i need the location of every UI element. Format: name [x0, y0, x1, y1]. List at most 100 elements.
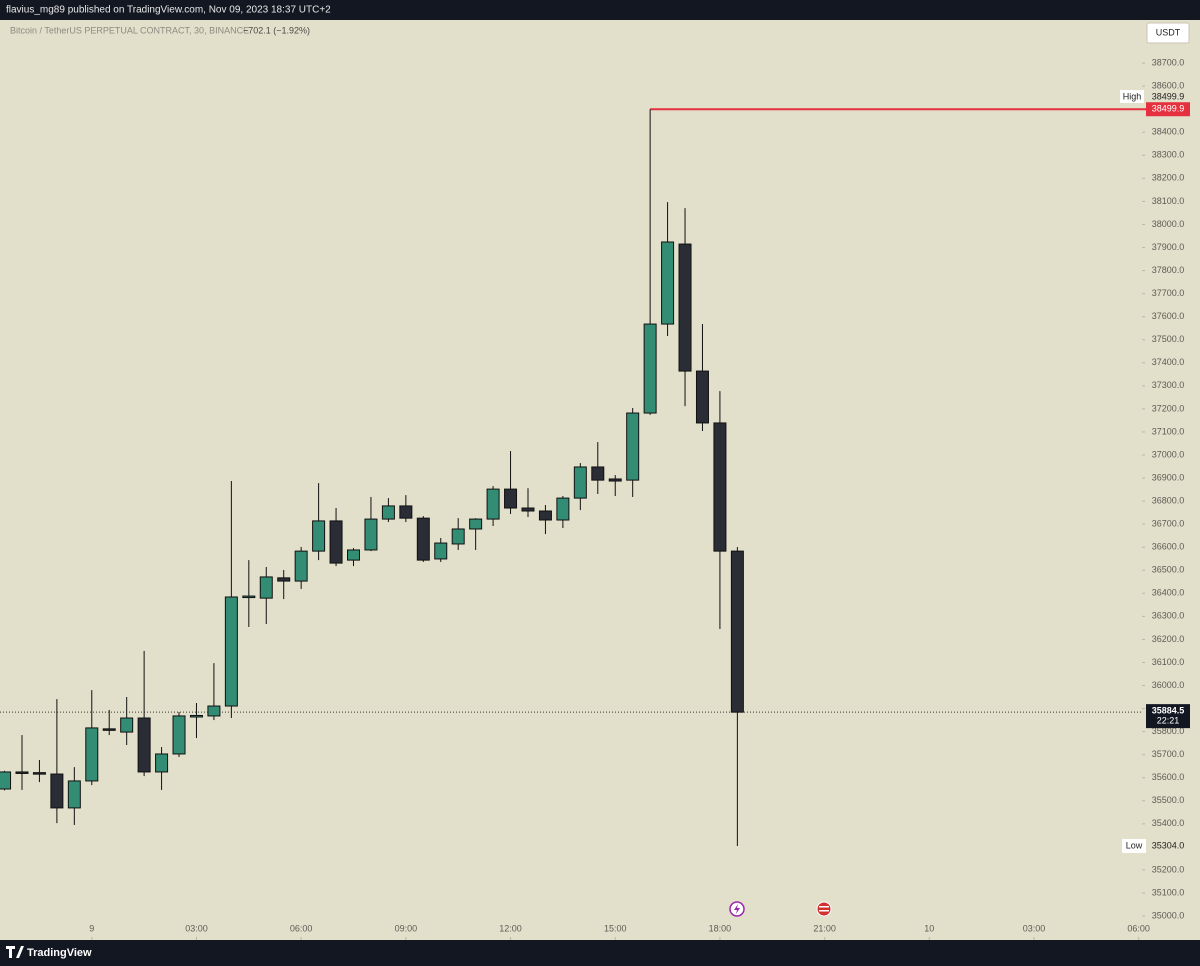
y-tick-label: 35800.0 — [1152, 726, 1185, 736]
currency[interactable]: USDT — [1156, 27, 1181, 37]
y-tick-label: 37800.0 — [1152, 265, 1185, 275]
y-tick-label: 35200.0 — [1152, 864, 1185, 874]
y-tick-label: 37400.0 — [1152, 357, 1185, 367]
high-label-box — [1120, 90, 1144, 103]
low-label: Low — [1126, 840, 1143, 850]
economic-event-icon[interactable] — [816, 901, 832, 917]
high-label: High — [1123, 91, 1142, 101]
y-tick-label: 37900.0 — [1152, 242, 1185, 252]
y-tick-label: 36100.0 — [1152, 657, 1185, 667]
candle-body — [556, 497, 570, 521]
brand: TradingView — [27, 947, 92, 959]
y-tick-label: 37500.0 — [1152, 334, 1185, 344]
y-tick-label: 36000.0 — [1152, 680, 1185, 690]
x-tick-label: 10 — [924, 923, 934, 933]
flag-stripe — [819, 910, 829, 912]
event-icons — [729, 901, 832, 917]
y-tick-label: 37700.0 — [1152, 288, 1185, 298]
y-tick-label: 37200.0 — [1152, 403, 1185, 413]
candle-body — [15, 771, 29, 774]
y-tick-label: 36700.0 — [1152, 519, 1185, 529]
x-tick-label: 03:00 — [185, 923, 208, 933]
flag-stripe — [819, 906, 829, 908]
candle-body — [451, 528, 465, 545]
candle-body — [573, 466, 587, 499]
candle-body — [50, 773, 64, 809]
candle-body — [486, 488, 500, 520]
candle-body — [277, 577, 291, 582]
candle-body — [695, 370, 709, 424]
y-tick-label: 35700.0 — [1152, 749, 1185, 759]
y-tick-label: 36500.0 — [1152, 565, 1185, 575]
low-value: 35304.0 — [1152, 840, 1185, 850]
candle-body — [32, 772, 46, 775]
candle-body — [224, 596, 238, 707]
candle-body — [294, 550, 308, 582]
candle-body — [102, 728, 116, 731]
candle-body — [312, 520, 326, 552]
candle-body — [172, 715, 186, 755]
candle-body — [416, 517, 430, 561]
y-tick-label: 38300.0 — [1152, 150, 1185, 160]
y-tick-label: 37100.0 — [1152, 426, 1185, 436]
candle-body — [189, 714, 203, 718]
x-tick-label: 21:00 — [813, 923, 836, 933]
candle-body — [0, 771, 12, 790]
candle-body — [626, 412, 640, 481]
candle-body — [678, 243, 692, 372]
y-tick-label: 36800.0 — [1152, 495, 1185, 505]
candle-body — [538, 510, 552, 521]
candle-body — [329, 520, 343, 564]
candle-body — [608, 478, 622, 482]
candle-body — [504, 488, 518, 509]
low-label-box — [1122, 838, 1146, 853]
low-value-box — [1147, 838, 1190, 853]
candle-body — [242, 595, 256, 599]
candle-body — [207, 705, 221, 717]
y-tick-label: 38700.0 — [1152, 57, 1185, 67]
symbol-title: Bitcoin / TetherUS PERPETUAL CONTRACT, 3… — [10, 25, 249, 35]
candle-body — [85, 727, 99, 782]
last-price-label: 35884.5 — [1152, 706, 1185, 716]
candle-body — [713, 422, 727, 552]
candle-body — [661, 241, 675, 325]
y-tick-label: 35000.0 — [1152, 910, 1185, 920]
y-tick-label: 37000.0 — [1152, 449, 1185, 459]
x-tick-label: 06:00 — [1127, 923, 1150, 933]
header-bar — [0, 0, 1200, 20]
y-tick-label: 37600.0 — [1152, 311, 1185, 321]
candle-body — [730, 550, 744, 713]
x-tick-label: 06:00 — [290, 923, 313, 933]
y-tick-label: 36600.0 — [1152, 542, 1185, 552]
plot: 35000.035100.035200.035300.035400.035500… — [0, 57, 1190, 940]
x-tick-label: 12:00 — [499, 923, 522, 933]
y-tick-label: 35400.0 — [1152, 818, 1185, 828]
y-tick-label: 35500.0 — [1152, 795, 1185, 805]
candle-body — [259, 576, 273, 599]
y-tick-label: 38600.0 — [1152, 81, 1185, 91]
countdown-label: 22:21 — [1157, 716, 1180, 726]
footer-bar — [0, 940, 1200, 966]
last-price-tag — [1146, 704, 1190, 729]
y-tick-label: 38100.0 — [1152, 196, 1185, 206]
x-tick-label: 03:00 — [1023, 923, 1046, 933]
publisher: flavius_mg89 published on TradingView.co… — [6, 5, 331, 16]
y-tick-label: 36900.0 — [1152, 472, 1185, 482]
high-price-tag — [1146, 102, 1190, 117]
candle-body — [643, 323, 657, 414]
candle-body — [521, 507, 535, 512]
y-tick-label: 36400.0 — [1152, 588, 1185, 598]
candle-body — [434, 542, 448, 560]
x-tick-label: 18:00 — [709, 923, 732, 933]
y-tick-label: 37300.0 — [1152, 380, 1185, 390]
candle-body — [591, 466, 605, 481]
candle-body — [469, 518, 483, 530]
y-tick-label: 36200.0 — [1152, 634, 1185, 644]
y-tick-label: 38000.0 — [1152, 219, 1185, 229]
currency-button[interactable] — [1146, 22, 1190, 44]
y-tick-label: 35100.0 — [1152, 887, 1185, 897]
y-tick-label: 38200.0 — [1152, 173, 1185, 183]
event-icon-glyph — [734, 904, 740, 914]
